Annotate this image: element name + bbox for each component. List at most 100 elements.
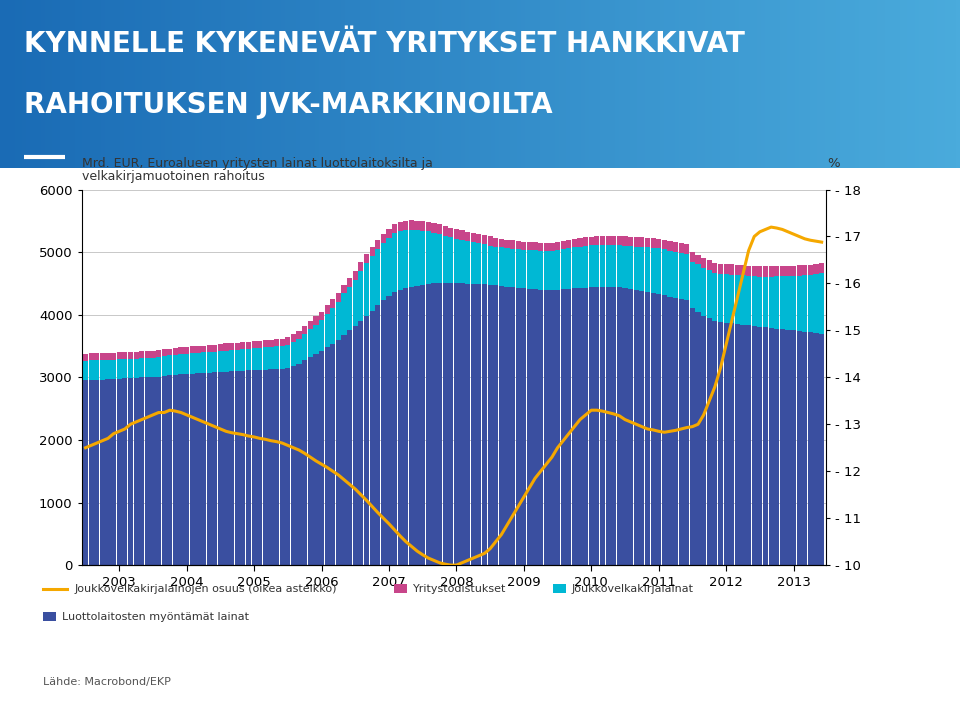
Bar (718, 322, 723, 565)
Bar (470, 233, 476, 242)
Bar (392, 292, 397, 565)
Bar (128, 359, 133, 378)
Bar (578, 288, 583, 565)
Bar (797, 276, 802, 331)
Bar (167, 376, 173, 565)
Bar (460, 230, 465, 240)
Bar (364, 263, 369, 316)
Bar (482, 284, 487, 565)
Bar (622, 237, 628, 246)
Bar (470, 284, 476, 565)
Bar (493, 237, 498, 246)
Bar (364, 316, 369, 565)
Bar (348, 331, 352, 565)
Bar (488, 285, 492, 565)
Bar (533, 242, 538, 250)
Text: Joukkovelkakirjalainojen osuus (oikea asteikko): Joukkovelkakirjalainojen osuus (oikea as… (75, 584, 337, 594)
Bar (443, 236, 447, 283)
Bar (161, 356, 167, 376)
Bar (352, 271, 358, 279)
Bar (448, 283, 453, 565)
Bar (139, 377, 144, 565)
Bar (712, 272, 717, 321)
Bar (588, 246, 594, 287)
Bar (431, 284, 437, 565)
Bar (397, 232, 403, 290)
Bar (324, 347, 329, 565)
Bar (246, 349, 252, 371)
Bar (808, 274, 813, 332)
Bar (730, 274, 734, 324)
Bar (612, 236, 616, 245)
Bar (746, 266, 752, 276)
Bar (167, 355, 173, 376)
Bar (539, 290, 543, 565)
Bar (791, 266, 796, 276)
Bar (437, 283, 443, 565)
Bar (583, 237, 588, 246)
Bar (757, 326, 762, 565)
Text: %: % (828, 157, 840, 170)
Bar (348, 278, 352, 286)
Bar (499, 247, 504, 286)
Bar (566, 249, 571, 289)
Bar (448, 227, 453, 237)
Bar (206, 373, 212, 565)
Bar (370, 256, 374, 311)
Bar (83, 354, 88, 361)
Bar (184, 354, 189, 374)
Bar (386, 229, 392, 238)
Bar (358, 321, 364, 565)
Bar (594, 287, 599, 565)
Bar (679, 243, 684, 253)
Bar (151, 358, 156, 377)
Bar (190, 347, 195, 353)
Bar (533, 289, 538, 565)
Bar (724, 264, 729, 274)
Bar (780, 276, 785, 329)
Bar (752, 326, 756, 565)
Bar (145, 377, 150, 565)
Bar (543, 243, 549, 251)
Bar (122, 359, 128, 378)
Bar (482, 234, 487, 244)
Bar (117, 359, 122, 378)
Bar (111, 352, 116, 359)
Bar (257, 370, 262, 565)
Bar (606, 244, 611, 287)
Bar (780, 266, 785, 276)
Bar (707, 260, 712, 270)
Bar (476, 243, 482, 284)
Bar (106, 379, 110, 565)
Bar (516, 241, 521, 249)
Bar (555, 290, 560, 565)
Bar (274, 339, 279, 347)
Bar (454, 229, 459, 239)
Text: Yritystodistukset: Yritystodistukset (413, 584, 506, 594)
Bar (549, 243, 555, 251)
Bar (313, 317, 319, 325)
Bar (297, 364, 301, 565)
Bar (179, 374, 183, 565)
Text: Joukkovelkakirjalainat: Joukkovelkakirjalainat (572, 584, 694, 594)
Bar (133, 352, 138, 359)
Bar (465, 284, 470, 565)
Bar (701, 268, 707, 316)
Bar (431, 223, 437, 233)
Bar (651, 293, 656, 565)
Bar (746, 276, 752, 325)
Bar (161, 376, 167, 565)
Bar (425, 222, 431, 232)
Bar (415, 286, 420, 565)
Bar (561, 289, 565, 565)
Bar (291, 366, 296, 565)
Bar (730, 324, 734, 565)
Bar (173, 375, 178, 565)
Bar (122, 378, 128, 565)
Bar (83, 380, 88, 565)
Bar (803, 265, 807, 275)
Bar (167, 349, 173, 355)
Bar (476, 234, 482, 243)
Bar (83, 361, 88, 380)
Bar (212, 372, 217, 565)
